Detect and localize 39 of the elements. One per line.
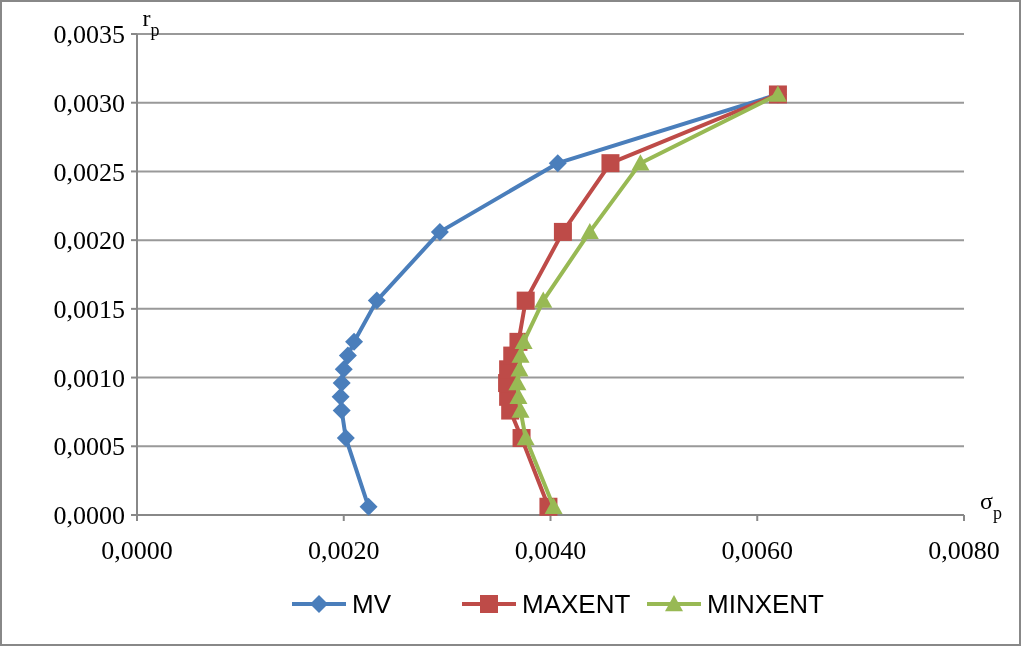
point — [580, 222, 599, 240]
point — [430, 222, 449, 241]
y-tick-label: 0,0000 — [53, 501, 125, 531]
y-tick-label: 0,0020 — [53, 226, 125, 256]
point — [631, 154, 650, 171]
legend-label: MAXENT — [522, 589, 631, 620]
point — [332, 401, 351, 420]
y-tick-label: 0,0010 — [53, 363, 125, 393]
point — [332, 374, 351, 393]
x-tick-label: 0,0040 — [514, 536, 587, 565]
point — [548, 154, 567, 173]
point — [553, 222, 572, 241]
point — [367, 291, 386, 310]
y-tick-label: 0,0015 — [53, 294, 125, 324]
point — [359, 497, 378, 516]
point — [514, 332, 533, 350]
point — [516, 291, 535, 310]
y-tick-label: 0,0025 — [53, 157, 125, 187]
point — [544, 497, 563, 514]
y-tick-label: 0,0005 — [53, 432, 125, 462]
y-axis-title: r$_{p}$ — [142, 5, 160, 40]
legend-label: MV — [352, 589, 392, 620]
point — [336, 429, 355, 448]
point — [508, 374, 527, 391]
x-tick-label: 0,0000 — [101, 536, 173, 565]
point — [516, 429, 535, 446]
point — [331, 387, 350, 406]
y-tick-label: 0,0030 — [53, 88, 125, 118]
x-tick-label: 0,0060 — [721, 536, 793, 565]
point — [534, 291, 553, 308]
x-axis-title: σ$_{p}$ — [980, 488, 1002, 523]
point — [338, 346, 357, 365]
point — [334, 360, 353, 379]
y-tick-label: 0,0035 — [53, 20, 125, 50]
legend-label: MINXENT — [707, 589, 825, 620]
point — [601, 154, 620, 173]
x-tick-label: 0,0020 — [308, 536, 380, 565]
point — [345, 332, 364, 351]
x-tick-label: 0,0080 — [928, 536, 1000, 565]
